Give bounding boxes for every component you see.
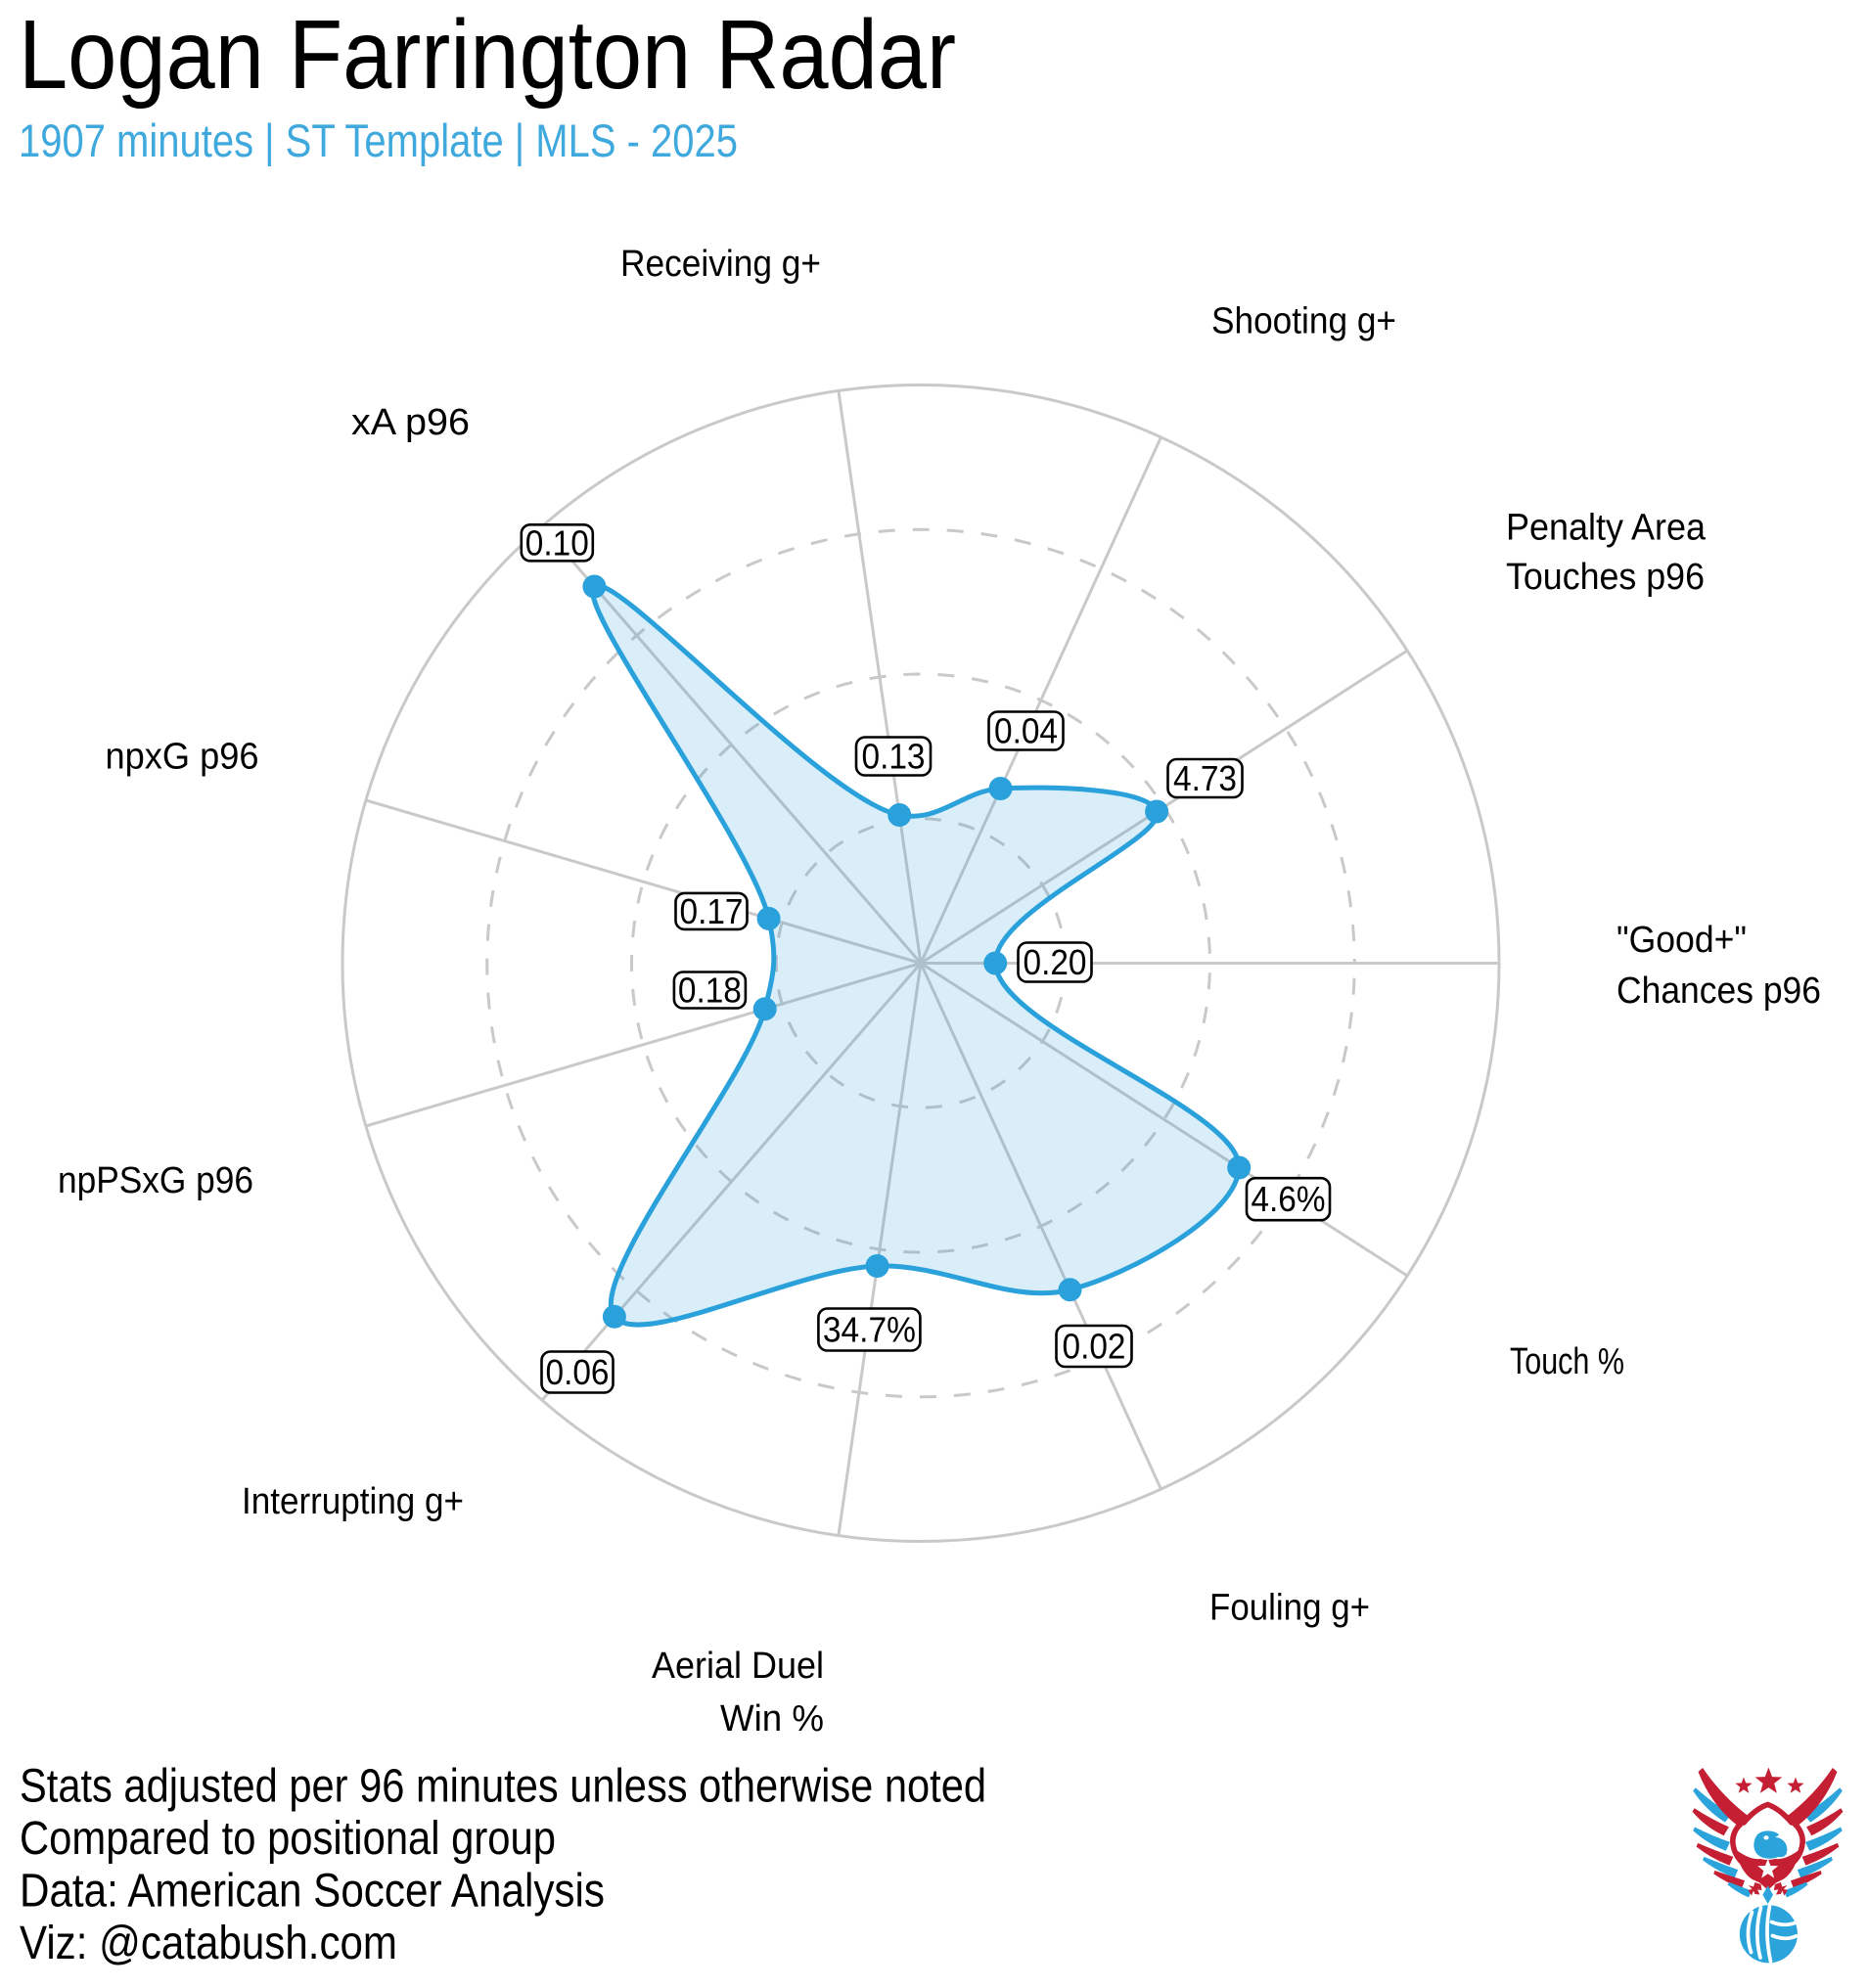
svg-text:0.13: 0.13 xyxy=(862,737,926,777)
svg-text:Receiving g+: Receiving g+ xyxy=(620,244,821,285)
svg-text:Touches p96: Touches p96 xyxy=(1506,557,1705,598)
svg-text:Chances p96: Chances p96 xyxy=(1617,971,1821,1012)
svg-text:Interrupting g+: Interrupting g+ xyxy=(242,1481,464,1522)
svg-text:0.18: 0.18 xyxy=(678,971,742,1011)
svg-text:0.06: 0.06 xyxy=(546,1352,610,1392)
svg-text:npxG p96: npxG p96 xyxy=(106,737,259,778)
svg-text:Logan Farrington Radar: Logan Farrington Radar xyxy=(19,0,956,110)
svg-text:4.6%: 4.6% xyxy=(1252,1179,1326,1219)
svg-text:Aerial Duel: Aerial Duel xyxy=(652,1646,824,1687)
svg-text:34.7%: 34.7% xyxy=(823,1310,916,1350)
svg-text:xA p96: xA p96 xyxy=(351,402,470,443)
svg-text:Shooting g+: Shooting g+ xyxy=(1211,301,1396,342)
svg-text:4.73: 4.73 xyxy=(1173,758,1237,798)
svg-text:Stats adjusted per 96 minutes: Stats adjusted per 96 minutes unless oth… xyxy=(20,1761,986,1813)
svg-text:Fouling g+: Fouling g+ xyxy=(1209,1587,1370,1628)
svg-text:Viz: @catabush.com: Viz: @catabush.com xyxy=(20,1918,397,1969)
svg-text:Data: American Soccer Analysis: Data: American Soccer Analysis xyxy=(20,1866,605,1918)
svg-text:Penalty Area: Penalty Area xyxy=(1506,508,1707,549)
svg-text:Compared to positional group: Compared to positional group xyxy=(20,1813,556,1865)
svg-text:Touch %: Touch % xyxy=(1510,1341,1624,1382)
svg-text:"Good+": "Good+" xyxy=(1617,920,1747,961)
svg-text:0.10: 0.10 xyxy=(525,522,589,563)
svg-text:0.17: 0.17 xyxy=(680,891,744,931)
svg-text:0.04: 0.04 xyxy=(994,711,1058,751)
svg-text:0.20: 0.20 xyxy=(1024,942,1087,982)
svg-text:1907 minutes | ST Template | M: 1907 minutes | ST Template | MLS - 2025 xyxy=(19,114,738,166)
svg-text:0.02: 0.02 xyxy=(1063,1327,1126,1367)
svg-text:Win %: Win % xyxy=(720,1698,824,1740)
svg-text:npPSxG p96: npPSxG p96 xyxy=(58,1160,253,1201)
